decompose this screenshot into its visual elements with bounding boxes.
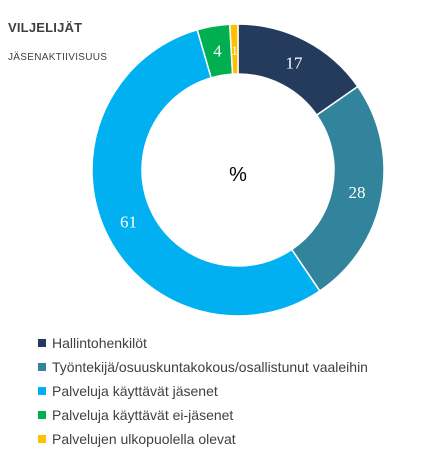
legend-swatch	[38, 435, 46, 443]
donut-slice-label-1: 17	[285, 54, 303, 73]
donut-slice-2	[290, 85, 385, 293]
legend-item: Työntekijä/osuuskuntakokous/osallistunut…	[38, 355, 368, 379]
legend-swatch	[38, 387, 46, 395]
legend-label: Palveluja käyttävät jäsenet	[52, 383, 218, 399]
donut-slice-label-5: 1	[231, 43, 238, 58]
donut-slice-label-3: 61	[120, 212, 137, 231]
donut-slice-label-2: 28	[348, 183, 365, 202]
legend-label: Työntekijä/osuuskuntakokous/osallistunut…	[52, 359, 368, 375]
legend-item: Palvelujen ulkopuolella olevat	[38, 427, 368, 451]
donut-labels: 17 28 61 4 1	[120, 42, 366, 232]
legend-item: Palveluja käyttävät jäsenet	[38, 379, 368, 403]
center-label: %	[229, 164, 247, 186]
legend-swatch	[38, 363, 46, 371]
legend-item: Hallintohenkilöt	[38, 331, 368, 355]
donut-slice-3	[91, 28, 321, 317]
donut-slice-5	[228, 23, 239, 75]
chart-subtitle: JÄSENAKTIIVISUUS	[8, 52, 108, 63]
chart-title: VILJELIJÄT	[8, 20, 83, 35]
donut-slice-label-4: 4	[213, 42, 222, 61]
legend-swatch	[38, 339, 46, 347]
legend-item: Palveluja käyttävät ei-jäsenet	[38, 403, 368, 427]
legend-label: Hallintohenkilöt	[52, 335, 147, 351]
chart-legend: Hallintohenkilöt Työntekijä/osuuskuntako…	[38, 331, 368, 451]
donut-slices	[91, 23, 385, 317]
legend-label: Palvelujen ulkopuolella olevat	[52, 431, 236, 447]
legend-label: Palveluja käyttävät ei-jäsenet	[52, 407, 234, 423]
legend-swatch	[38, 411, 46, 419]
